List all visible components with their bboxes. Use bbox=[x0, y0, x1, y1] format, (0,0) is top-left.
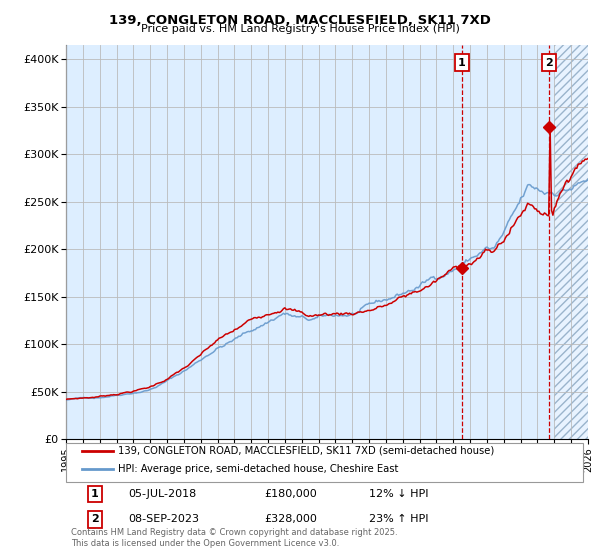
Text: HPI: Average price, semi-detached house, Cheshire East: HPI: Average price, semi-detached house,… bbox=[118, 464, 398, 474]
Text: £180,000: £180,000 bbox=[265, 489, 317, 499]
Bar bbox=[554, 45, 588, 439]
FancyBboxPatch shape bbox=[66, 442, 583, 482]
Text: 08-SEP-2023: 08-SEP-2023 bbox=[128, 514, 200, 524]
Text: 23% ↑ HPI: 23% ↑ HPI bbox=[369, 514, 428, 524]
Bar bbox=[554, 45, 588, 439]
Text: 1: 1 bbox=[458, 58, 466, 68]
Text: 05-JUL-2018: 05-JUL-2018 bbox=[128, 489, 197, 499]
Text: £328,000: £328,000 bbox=[265, 514, 317, 524]
Text: 139, CONGLETON ROAD, MACCLESFIELD, SK11 7XD (semi-detached house): 139, CONGLETON ROAD, MACCLESFIELD, SK11 … bbox=[118, 446, 494, 456]
Text: 139, CONGLETON ROAD, MACCLESFIELD, SK11 7XD: 139, CONGLETON ROAD, MACCLESFIELD, SK11 … bbox=[109, 14, 491, 27]
Text: 2: 2 bbox=[545, 58, 553, 68]
Text: 2: 2 bbox=[91, 514, 98, 524]
Text: Price paid vs. HM Land Registry's House Price Index (HPI): Price paid vs. HM Land Registry's House … bbox=[140, 24, 460, 34]
Text: 12% ↓ HPI: 12% ↓ HPI bbox=[369, 489, 428, 499]
Text: Contains HM Land Registry data © Crown copyright and database right 2025.
This d: Contains HM Land Registry data © Crown c… bbox=[71, 528, 398, 548]
Text: 1: 1 bbox=[91, 489, 98, 499]
